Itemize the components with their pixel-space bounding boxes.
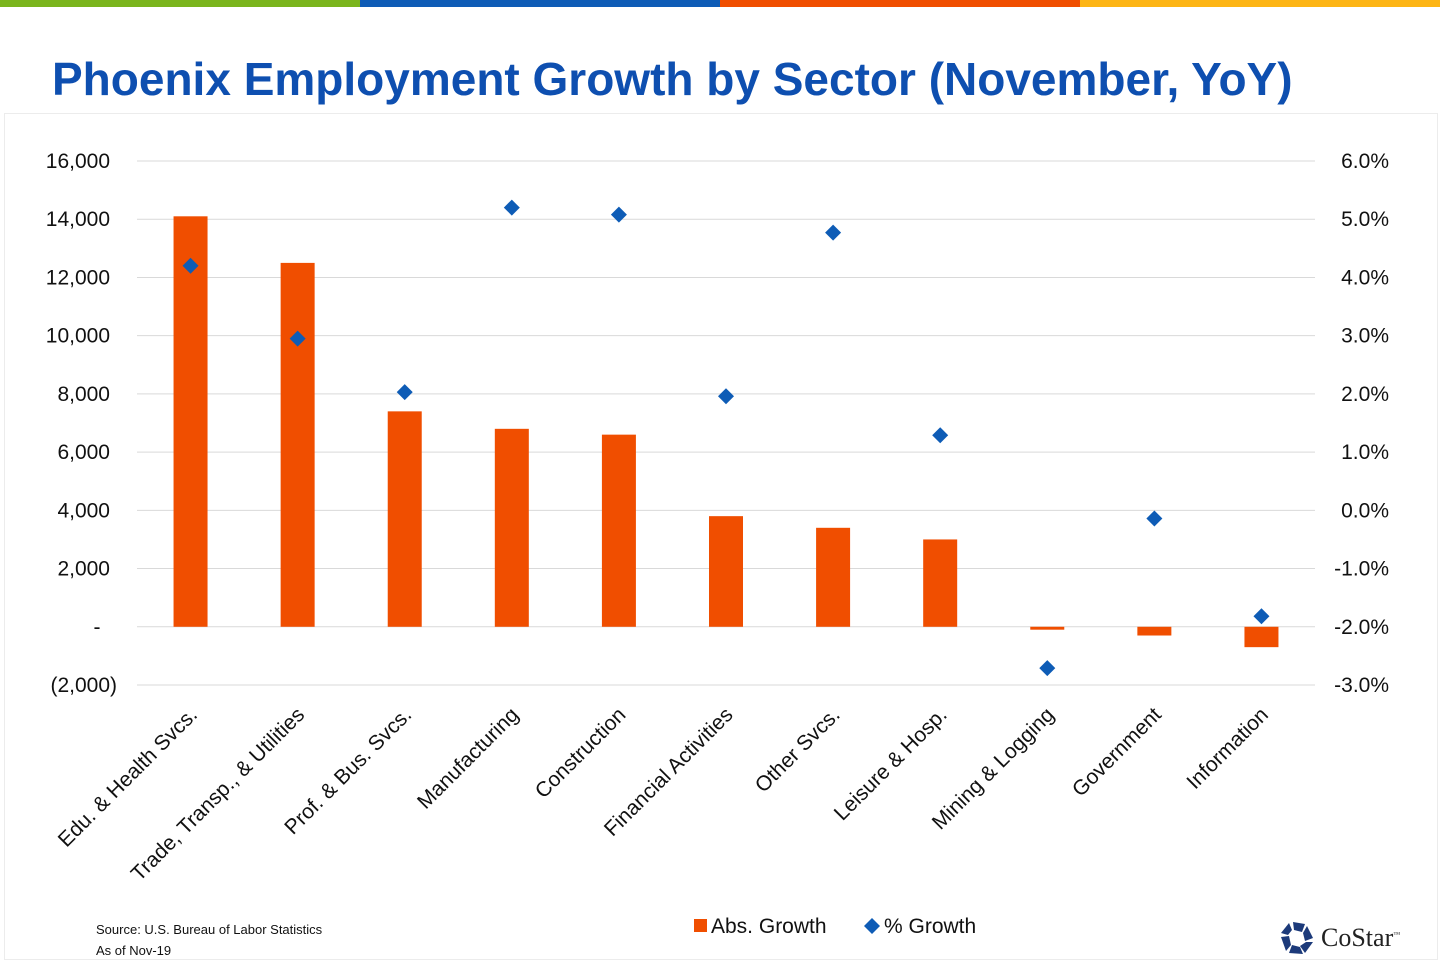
marker-pct-growth (718, 388, 734, 405)
bar-abs-growth (1137, 626, 1172, 636)
marker-pct-growth (825, 224, 842, 241)
stripe-blue (360, 0, 720, 7)
legend-pct-growth: % Growth (884, 915, 976, 938)
as-of-text: As of Nov-19 (96, 943, 172, 958)
bar-abs-growth (923, 539, 958, 627)
bar-abs-growth (1030, 626, 1065, 630)
source-text: Source: U.S. Bureau of Labor Statistics (96, 922, 323, 937)
bar-abs-growth (816, 527, 851, 627)
y-right-tick-label: -2.0% (1334, 616, 1389, 639)
legend-diamond-swatch (864, 918, 880, 934)
x-category-label: Government (1068, 703, 1166, 801)
y-right-tick-label: -3.0% (1334, 674, 1389, 697)
y-left-tick-label: 16,000 (46, 150, 110, 173)
y-left-tick-label: 12,000 (46, 266, 110, 289)
marker-pct-growth (1039, 660, 1056, 677)
costar-star-icon (1281, 922, 1313, 954)
y-left-tick-label: 6,000 (57, 441, 110, 464)
marker-pct-growth (396, 384, 413, 401)
marker-pct-growth (1146, 510, 1163, 527)
logo-text: CoStar™ (1321, 923, 1401, 952)
chart-title: Phoenix Employment Growth by Sector (Nov… (52, 53, 1293, 105)
bar-abs-growth (173, 216, 208, 627)
bar-abs-growth (494, 428, 529, 627)
stripe-yellow (1080, 0, 1440, 7)
x-category-label: Construction (531, 703, 631, 803)
y-left-tick-label: - (94, 616, 101, 639)
marker-pct-growth (932, 427, 949, 444)
y-right-tick-label: 5.0% (1341, 208, 1389, 231)
y-right-tick-label: 0.0% (1341, 499, 1389, 522)
costar-logo: CoStar™ (1279, 920, 1400, 956)
marker-pct-growth (610, 206, 627, 223)
x-category-label: Information (1182, 703, 1273, 794)
y-left-tick-label: (2,000) (50, 674, 117, 697)
stripe-orange (720, 0, 1080, 7)
y-left-tick-label: 2,000 (57, 558, 110, 581)
legend-bar-swatch (694, 919, 707, 932)
bar-abs-growth (387, 411, 422, 627)
y-right-tick-label: 6.0% (1341, 150, 1389, 173)
source-note: Source: U.S. Bureau of Labor Statistics … (96, 919, 322, 961)
y-left-tick-label: 14,000 (46, 208, 110, 231)
marker-pct-growth (1253, 608, 1270, 625)
y-left-tick-label: 10,000 (46, 325, 110, 348)
x-category-label: Other Svcs. (751, 703, 845, 797)
y-right-tick-label: -1.0% (1334, 558, 1389, 581)
bar-abs-growth (601, 434, 636, 627)
y-right-tick-label: 3.0% (1341, 325, 1389, 348)
x-category-label: Leisure & Hosp. (830, 703, 952, 825)
x-category-label: Trade, Transp., & Utilities (127, 703, 309, 885)
y-right-tick-label: 4.0% (1341, 266, 1389, 289)
x-category-label: Manufacturing (413, 703, 523, 813)
y-left-tick-label: 8,000 (57, 383, 110, 406)
bar-abs-growth (280, 262, 315, 627)
marker-pct-growth (289, 330, 306, 347)
bar-abs-growth (709, 516, 743, 627)
marker-pct-growth (503, 199, 520, 216)
legend-abs-growth: Abs. Growth (711, 915, 827, 938)
marker-pct-growth (182, 257, 199, 274)
stripe-green (0, 0, 360, 7)
y-right-tick-label: 1.0% (1341, 441, 1389, 464)
y-left-tick-label: 4,000 (57, 499, 110, 522)
bar-abs-growth (1244, 626, 1279, 648)
y-right-tick-label: 2.0% (1341, 383, 1389, 406)
